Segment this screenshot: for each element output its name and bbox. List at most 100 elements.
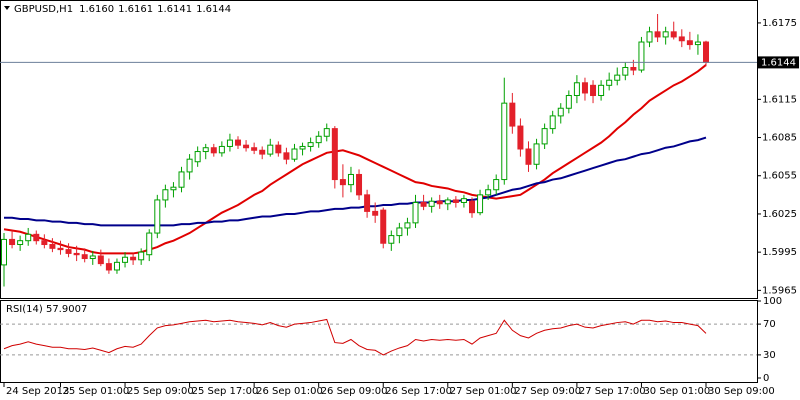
- rsi-y-tick-label: 0: [763, 373, 769, 384]
- candle-body: [218, 145, 225, 154]
- candle-body: [493, 179, 500, 191]
- candle-body: [703, 41, 709, 63]
- header-close: 1.6144: [196, 4, 231, 15]
- candle-body: [396, 227, 403, 237]
- candle-body: [630, 66, 637, 71]
- x-tick-label: 30 Sep 01:00: [643, 386, 710, 397]
- x-tick-label: 25 Sep 17:00: [192, 386, 259, 397]
- x-tick-label: 26 Sep 17:00: [385, 386, 452, 397]
- candle-body: [291, 148, 298, 160]
- candle-body: [235, 139, 241, 146]
- rsi-line: [3, 318, 707, 356]
- candle-body: [186, 158, 193, 173]
- price-panel-frame: [0, 0, 758, 299]
- candle-body: [622, 66, 629, 76]
- x-tick-label: 27 Sep 01:00: [450, 386, 517, 397]
- candle-body: [525, 148, 532, 165]
- candle-body: [210, 147, 217, 154]
- candle-body: [420, 201, 427, 207]
- candle-body: [388, 235, 395, 244]
- candle-body: [154, 199, 161, 234]
- candle-body: [598, 84, 605, 97]
- candle-body: [89, 255, 96, 260]
- candle-body: [73, 252, 80, 256]
- chart-header: GBPUSD,H1 1.6160 1.6161 1.6141 1.6144: [14, 4, 231, 15]
- candle-body: [339, 179, 346, 186]
- candle-body: [678, 36, 685, 42]
- candle-body: [259, 149, 266, 155]
- candle-body: [81, 254, 88, 260]
- candle-body: [654, 31, 661, 38]
- candle-body: [356, 173, 363, 196]
- candle-body: [130, 256, 137, 261]
- x-tick-label: 25 Sep 09:00: [127, 386, 194, 397]
- header-open: 1.6160: [79, 4, 114, 15]
- y-tick-label: 1.6085: [762, 133, 797, 144]
- candle-body: [646, 31, 653, 43]
- candle-body: [452, 199, 459, 203]
- candle-body: [170, 186, 177, 191]
- candle-body: [97, 255, 104, 265]
- x-tick-label: 26 Sep 09:00: [321, 386, 388, 397]
- y-tick-label: 1.5965: [762, 285, 797, 296]
- candle-body: [299, 145, 306, 150]
- candle-body: [202, 147, 209, 153]
- candle-body: [267, 144, 274, 155]
- candle-body: [412, 201, 419, 224]
- header-high: 1.6161: [118, 4, 153, 15]
- candle-body: [49, 244, 56, 249]
- x-tick-label: 27 Sep 09:00: [514, 386, 581, 397]
- collapse-icon: [4, 6, 10, 10]
- candle-body: [251, 147, 258, 151]
- candle-body: [444, 199, 451, 205]
- y-tick-label: 1.6055: [762, 171, 797, 182]
- candle-body: [323, 128, 330, 137]
- candle-body: [541, 128, 548, 145]
- candle-body: [57, 247, 64, 251]
- candle-body: [501, 102, 508, 181]
- candle-body: [694, 41, 701, 46]
- candle-body: [17, 240, 24, 246]
- rsi-y-tick-label: 100: [763, 296, 782, 307]
- candle-body: [557, 107, 564, 117]
- candle-body: [573, 82, 580, 97]
- candle-body: [113, 261, 120, 271]
- candle-body: [436, 200, 443, 205]
- candle-body: [638, 41, 645, 71]
- candle-body: [283, 152, 290, 160]
- candle-body: [404, 222, 411, 229]
- y-tick-label: 1.6175: [762, 18, 797, 29]
- x-tick-label: 30 Sep 09:00: [708, 386, 775, 397]
- candle-body: [477, 194, 484, 214]
- candle-body: [380, 209, 387, 244]
- rsi-title: RSI(14) 57.9007: [6, 304, 87, 315]
- candle-body: [460, 198, 467, 203]
- candle-body: [146, 232, 153, 256]
- candle-body: [428, 200, 435, 207]
- candle-body: [243, 144, 250, 149]
- candle-body: [606, 79, 613, 86]
- candle-body: [122, 256, 129, 263]
- candle-body: [105, 263, 112, 271]
- candle-body: [138, 251, 145, 261]
- candle-body: [25, 233, 32, 242]
- candle-body: [565, 95, 572, 109]
- candle-body: [194, 151, 201, 163]
- chart-title: GBPUSD,H1: [14, 4, 73, 15]
- rsi-y-tick-label: 70: [763, 319, 776, 330]
- candle-body: [331, 128, 338, 181]
- candle-body: [533, 143, 540, 165]
- candle-body: [162, 189, 169, 201]
- candle-body: [686, 40, 693, 46]
- x-tick-label: 26 Sep 01:00: [256, 386, 323, 397]
- candle-body: [549, 115, 556, 130]
- candle-body: [65, 249, 72, 254]
- x-tick-label: 24 Sep 2013: [6, 386, 69, 397]
- candle-body: [1, 238, 7, 266]
- candle-body: [581, 82, 588, 94]
- candle-body: [178, 171, 185, 188]
- moving-average-line: [4, 136, 707, 227]
